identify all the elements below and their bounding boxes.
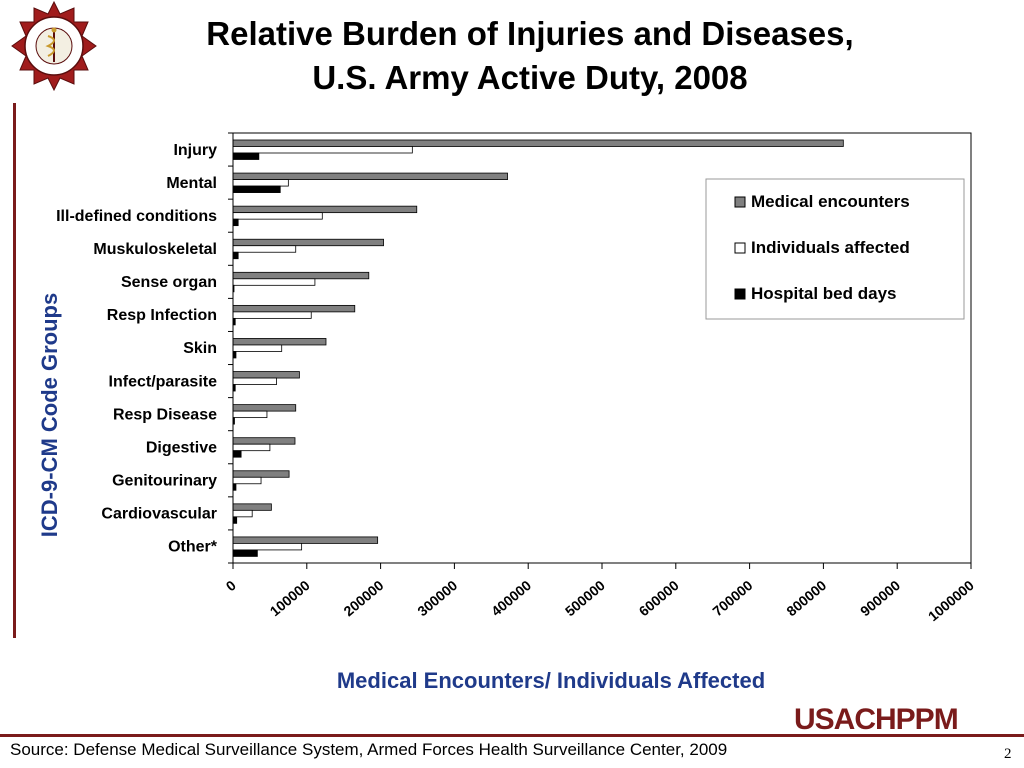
bar-individuals-affected: [232, 377, 277, 385]
x-tick-label: 100000: [267, 577, 313, 619]
bar-medical-encounters: [232, 139, 844, 147]
bar-hospital-bed-days: [232, 549, 258, 557]
slide-title: Relative Burden of Injuries and Diseases…: [110, 12, 950, 100]
x-tick-label: 1000000: [925, 577, 977, 624]
legend-swatch: [734, 242, 746, 254]
category-label: Mental: [166, 175, 217, 192]
x-tick-label: 500000: [562, 577, 608, 619]
bar-medical-encounters: [232, 304, 356, 313]
x-axis-ticks: [232, 563, 972, 569]
usachppm-logo: USACHPPM: [794, 703, 959, 736]
y-axis-title: ICD-9-CM Code Groups: [37, 293, 62, 537]
x-tick-label: 300000: [414, 577, 460, 619]
category-label: Genitourinary: [112, 473, 217, 490]
category-label: Muskuloskeletal: [93, 241, 217, 258]
bar-medical-encounters: [232, 271, 370, 280]
footer-rule: [0, 734, 1024, 737]
bar-medical-encounters: [232, 503, 272, 511]
category-label: Other*: [168, 539, 218, 556]
legend-swatch: [734, 196, 746, 208]
bar-individuals-affected: [232, 245, 297, 253]
bar-hospital-bed-days: [232, 152, 260, 160]
bar-individuals-affected: [232, 179, 289, 187]
bar-medical-encounters: [232, 437, 296, 445]
x-tick-label: 900000: [857, 577, 903, 619]
chart-legend: Medical encounters Individuals affected Ho…: [705, 178, 965, 320]
bar-medical-encounters: [232, 205, 418, 214]
category-label: Ill-defined conditions: [56, 208, 217, 225]
bar-hospital-bed-days: [232, 185, 281, 193]
y-axis-ticks: [228, 132, 233, 564]
x-tick-label: 400000: [488, 577, 534, 619]
x-tick-label: 800000: [783, 577, 829, 619]
bar-medical-encounters: [232, 172, 508, 180]
chart-bars: [232, 139, 844, 557]
bar-individuals-affected: [232, 410, 268, 419]
bar-hospital-bed-days: [232, 516, 238, 524]
bar-hospital-bed-days: [232, 450, 242, 458]
legend-label: Medical encounters: [751, 192, 910, 211]
category-label: Resp Infection: [107, 307, 217, 324]
army-medical-crest-logo: [11, 0, 97, 92]
bar-individuals-affected: [232, 443, 271, 452]
category-label: Infect/parasite: [109, 373, 218, 390]
bar-medical-encounters: [232, 404, 297, 412]
left-accent-rule: [13, 103, 16, 638]
x-tick-label: 600000: [636, 577, 682, 619]
bar-hospital-bed-days: [232, 251, 239, 260]
bar-individuals-affected: [232, 311, 312, 319]
legend-label: Hospital bed days: [751, 284, 896, 303]
bar-medical-encounters: [232, 470, 290, 478]
x-axis-title: Medical Encounters/ Individuals Affected: [337, 668, 765, 693]
bar-individuals-affected: [232, 146, 413, 154]
bar-individuals-affected: [232, 278, 316, 286]
category-label: Digestive: [146, 439, 217, 456]
page-number: 2: [1004, 746, 1012, 762]
bar-individuals-affected: [232, 212, 323, 220]
bar-chart: Injury Mental Ill-defined conditions Muskul…: [37, 132, 977, 693]
x-tick-label: 200000: [340, 577, 386, 619]
x-tick-label: 700000: [709, 577, 755, 619]
category-label: Resp Disease: [113, 406, 217, 423]
bar-medical-encounters: [232, 338, 327, 346]
legend-label: Individuals affected: [751, 238, 910, 257]
category-label: Sense organ: [121, 274, 217, 291]
bar-individuals-affected: [232, 344, 283, 352]
legend-swatch: [734, 288, 746, 300]
bar-medical-encounters: [232, 371, 300, 379]
category-label: Cardiovascular: [101, 506, 217, 523]
source-note: Source: Defense Medical Surveillance Sys…: [10, 740, 728, 759]
x-tick-label: 0: [223, 577, 239, 594]
category-label: Injury: [173, 142, 217, 159]
bar-medical-encounters: [232, 238, 384, 247]
bar-individuals-affected: [232, 476, 262, 485]
title-line-1: Relative Burden of Injuries and Diseases…: [206, 15, 854, 52]
bar-individuals-affected: [232, 543, 303, 551]
title-line-2: U.S. Army Active Duty, 2008: [312, 59, 748, 96]
category-label: Skin: [183, 340, 217, 357]
x-tick-labels: 0 100000 200000 300000 400000 500000 600000 700…: [223, 577, 977, 624]
bar-individuals-affected: [232, 509, 253, 518]
category-labels: Injury Mental Ill-defined conditions Muskul…: [56, 142, 218, 556]
bar-medical-encounters: [232, 536, 379, 544]
bar-hospital-bed-days: [232, 218, 239, 227]
